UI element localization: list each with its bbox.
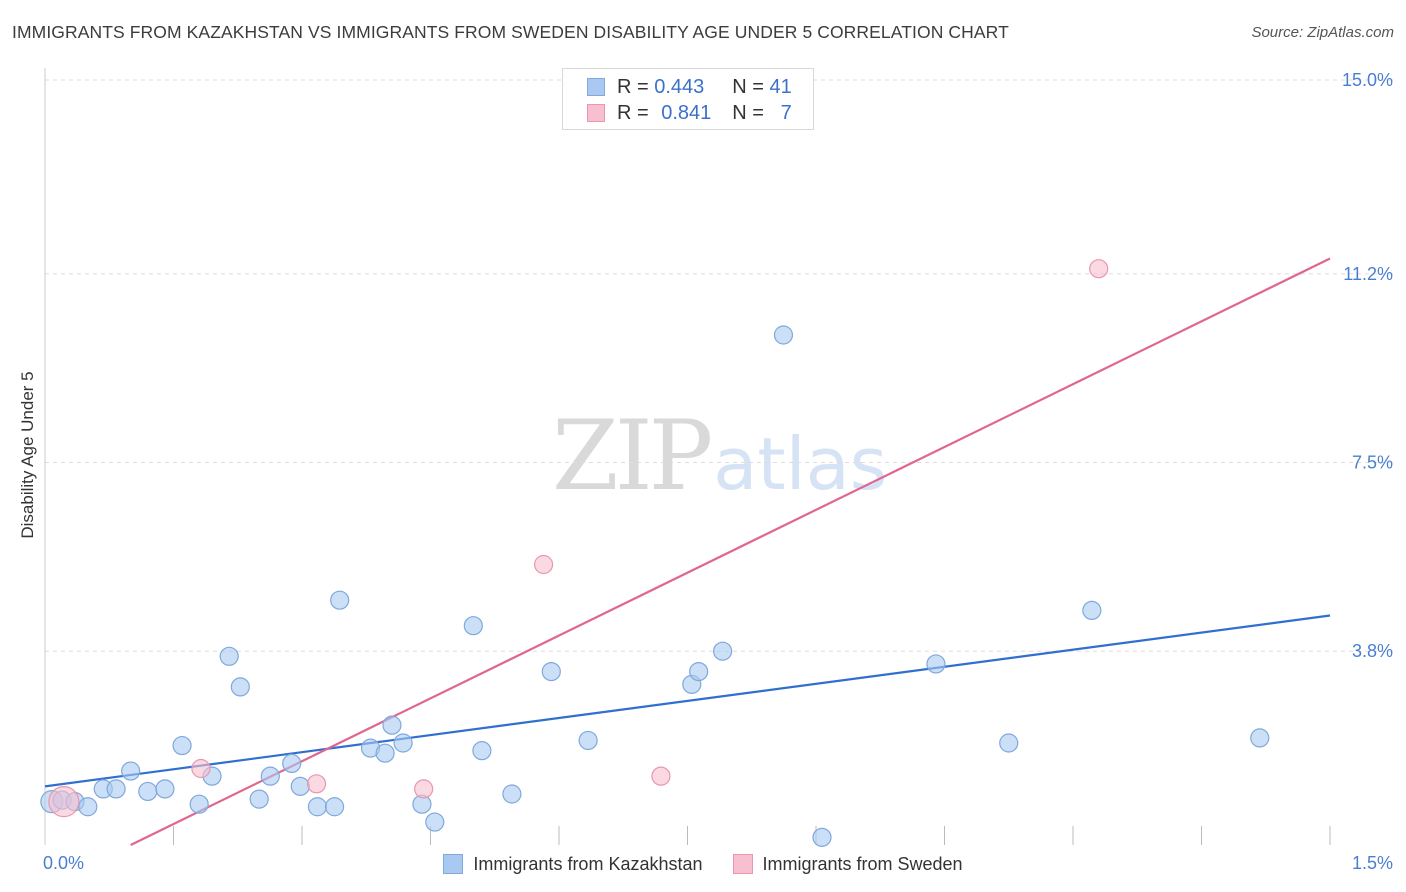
point-layer xyxy=(40,259,1270,847)
trend-line-kazakhstan xyxy=(44,614,1331,788)
y-tick-label: 11.2% xyxy=(1343,264,1393,284)
data-point-kazakhstan xyxy=(290,776,310,796)
legend-n-value: 7 xyxy=(780,101,792,124)
data-point-kazakhstan xyxy=(472,741,492,761)
data-point-kazakhstan xyxy=(926,654,946,674)
legend-item-kazakhstan[interactable]: Immigrants from Kazakhstan xyxy=(443,851,703,877)
legend-swatch-kazakhstan xyxy=(587,78,605,96)
data-point-kazakhstan xyxy=(282,753,302,774)
legend-swatch-kazakhstan xyxy=(443,854,464,874)
trend-line-sweden xyxy=(130,257,1331,846)
x-tick-label: 1.5% xyxy=(1352,853,1393,873)
legend-swatch-sweden xyxy=(732,854,753,874)
legend-n-value: 41 xyxy=(769,75,792,98)
data-point-sweden xyxy=(651,766,671,786)
data-point-kazakhstan xyxy=(121,761,141,781)
data-point-kazakhstan xyxy=(138,781,158,802)
data-point-kazakhstan xyxy=(689,661,709,682)
legend-r-value: 0.443 xyxy=(654,75,705,98)
legend-n-label: N = xyxy=(732,101,764,124)
data-point-sweden xyxy=(306,774,327,794)
data-point-kazakhstan xyxy=(155,779,175,799)
data-point-kazakhstan xyxy=(219,646,239,666)
data-point-kazakhstan xyxy=(425,812,445,832)
series-legend: Immigrants from Kazakhstan Immigrants fr… xyxy=(0,851,1406,877)
watermark-zip: ZIP xyxy=(552,400,713,512)
label-layer: 3.8% 7.5% 11.2% 15.0% 0.0% 1.5% xyxy=(43,70,1393,873)
data-point-kazakhstan xyxy=(172,735,192,756)
data-point-kazakhstan xyxy=(1250,728,1270,748)
data-point-sweden xyxy=(48,786,80,818)
legend-n-label: N = xyxy=(732,75,764,98)
trend-layer xyxy=(44,257,1331,846)
chart-title: IMMIGRANTS FROM KAZAKHSTAN VS IMMIGRANTS… xyxy=(12,22,1009,42)
data-point-kazakhstan xyxy=(330,590,350,610)
source-label: Source: ZipAtlas.com xyxy=(1251,24,1394,41)
legend-r-value: 0.841 xyxy=(661,101,712,124)
watermark: ZIPatlas xyxy=(552,400,887,512)
y-tick-label: 3.8% xyxy=(1352,641,1393,661)
data-point-kazakhstan xyxy=(999,733,1019,753)
legend-row-sweden: R = 0.841 N = 7 xyxy=(587,100,792,126)
legend-r-label: R = xyxy=(617,101,649,124)
legend-row-kazakhstan: R = 0.443 N = 41 xyxy=(587,74,792,100)
legend-swatch-sweden xyxy=(587,104,605,122)
legend-label-sweden: Immigrants from Sweden xyxy=(762,853,963,874)
watermark-atlas: atlas xyxy=(713,422,888,506)
legend-label-kazakhstan: Immigrants from Kazakhstan xyxy=(473,853,703,874)
data-point-kazakhstan xyxy=(578,730,598,751)
y-tick-label: 7.5% xyxy=(1352,453,1393,473)
x-tick-label: 0.0% xyxy=(43,853,84,873)
data-point-sweden xyxy=(191,758,211,779)
data-point-kazakhstan xyxy=(393,733,413,753)
data-point-kazakhstan xyxy=(249,789,269,809)
data-point-kazakhstan xyxy=(260,766,280,786)
data-point-kazakhstan xyxy=(1082,600,1102,621)
data-point-kazakhstan xyxy=(106,779,126,799)
data-point-kazakhstan xyxy=(189,794,209,814)
data-point-kazakhstan xyxy=(307,797,328,817)
legend-item-sweden[interactable]: Immigrants from Sweden xyxy=(732,851,963,877)
data-point-kazakhstan xyxy=(773,325,794,345)
data-point-sweden xyxy=(1089,259,1109,279)
data-point-sweden xyxy=(414,779,434,799)
data-point-kazakhstan xyxy=(324,797,345,817)
data-point-kazakhstan xyxy=(375,743,395,763)
axis-layer xyxy=(44,68,1331,845)
data-point-kazakhstan xyxy=(812,827,832,847)
correlation-legend: R = 0.443 N = 41 R = 0.841 N = 7 xyxy=(562,68,814,130)
grid-layer xyxy=(45,79,1395,652)
legend-r-label: R = xyxy=(617,75,649,98)
data-point-kazakhstan xyxy=(502,784,522,804)
data-point-kazakhstan xyxy=(713,641,733,661)
data-point-kazakhstan xyxy=(541,661,561,682)
data-point-kazakhstan xyxy=(230,677,250,697)
data-point-kazakhstan xyxy=(382,715,402,735)
data-point-kazakhstan xyxy=(78,797,98,817)
data-point-kazakhstan xyxy=(463,616,483,636)
y-tick-label: 15.0% xyxy=(1342,70,1393,90)
data-point-sweden xyxy=(533,554,554,575)
